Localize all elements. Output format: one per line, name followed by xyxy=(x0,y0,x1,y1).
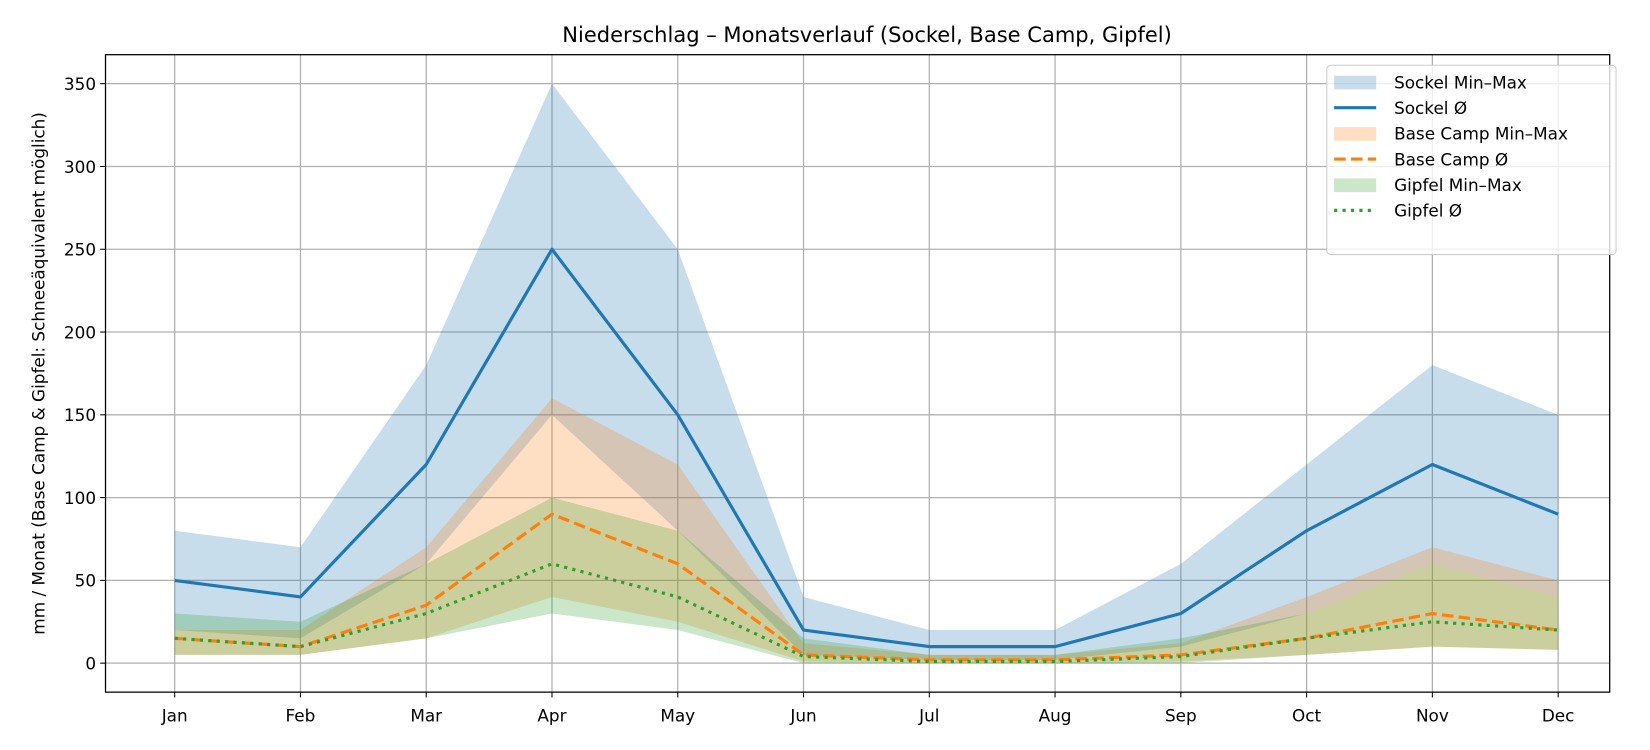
band-sockel-min-max xyxy=(174,83,1559,660)
x-tick-label: Sep xyxy=(1165,706,1197,726)
legend-label: Gipfel Min–Max xyxy=(1394,175,1522,195)
x-tick-label: Dec xyxy=(1542,706,1575,726)
legend-label: Base Camp Ø xyxy=(1394,149,1508,169)
chart-title: Niederschlag – Monatsverlauf (Sockel, Ba… xyxy=(562,22,1172,47)
x-tick-label: Mar xyxy=(410,706,442,726)
bands xyxy=(174,83,1559,664)
x-tick-label: Jan xyxy=(161,706,188,726)
y-tick-label: 150 xyxy=(64,405,96,425)
series-line-sockel- xyxy=(174,247,1559,649)
legend-label: Gipfel Ø xyxy=(1394,201,1462,221)
series-line-base-camp- xyxy=(174,512,1559,662)
y-tick-label: 200 xyxy=(64,322,96,342)
y-tick-label: 350 xyxy=(64,74,96,94)
y-tick-label: 100 xyxy=(64,488,96,508)
x-tick-label: Jun xyxy=(789,706,816,726)
x-axis: Jan Feb Mar Apr May Jun Jul Aug Sep Oct Nov Dec xyxy=(161,692,1575,726)
legend-swatch xyxy=(1334,178,1377,193)
x-tick-label: Apr xyxy=(537,706,566,726)
x-tick-label: Feb xyxy=(286,706,316,726)
x-tick-label: Jul xyxy=(918,706,939,726)
band-gipfel-min-max xyxy=(174,497,1559,664)
legend-label: Base Camp Min–Max xyxy=(1394,124,1568,144)
x-tick-label: Oct xyxy=(1292,706,1321,726)
legend-swatch xyxy=(1334,75,1377,90)
legend-box xyxy=(1326,64,1617,256)
y-tick-label: 0 xyxy=(85,653,96,673)
lines xyxy=(174,247,1559,664)
x-tick-label: Aug xyxy=(1039,706,1072,726)
y-tick-label: 300 xyxy=(64,157,96,177)
y-axis: 0 50 100 150 200 250 300 350 xyxy=(64,74,106,673)
legend-label: Sockel Min–Max xyxy=(1394,72,1527,92)
band-base-camp-min-max xyxy=(174,398,1559,664)
plot-frame xyxy=(104,54,1611,693)
x-tick-label: Nov xyxy=(1416,706,1449,726)
y-tick-label: 50 xyxy=(75,571,96,591)
legend: Sockel Min–Max Sockel Ø Base Camp Min–Max B… xyxy=(1326,64,1617,256)
x-tick-label: May xyxy=(660,706,695,726)
y-axis-label: mm / Monat (Base Camp & Gipfel: Schneeäq… xyxy=(28,112,48,635)
legend-swatch xyxy=(1334,127,1377,141)
y-tick-label: 250 xyxy=(64,240,96,260)
legend-label: Sockel Ø xyxy=(1394,98,1467,118)
